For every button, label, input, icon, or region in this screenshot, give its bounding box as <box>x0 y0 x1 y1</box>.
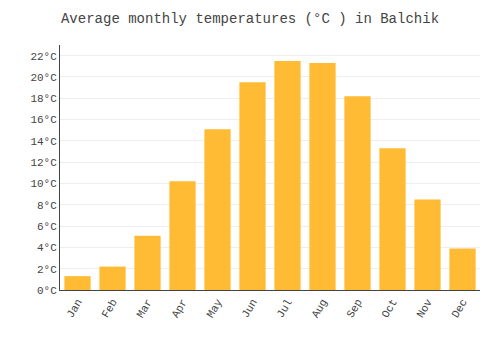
svg-text:Oct: Oct <box>380 297 400 320</box>
svg-text:Average monthly temperatures (: Average monthly temperatures (°C ) in Ba… <box>61 11 439 27</box>
svg-text:16°C: 16°C <box>30 114 57 126</box>
svg-text:14°C: 14°C <box>30 136 57 148</box>
svg-text:0°C: 0°C <box>37 285 57 297</box>
svg-text:Feb: Feb <box>100 297 120 320</box>
svg-text:20°C: 20°C <box>30 72 57 84</box>
svg-text:6°C: 6°C <box>37 221 57 233</box>
svg-text:Jun: Jun <box>240 297 260 320</box>
svg-text:Mar: Mar <box>135 297 155 320</box>
svg-text:Apr: Apr <box>170 297 190 320</box>
svg-text:Jan: Jan <box>65 297 85 320</box>
svg-text:May: May <box>205 297 225 320</box>
svg-text:4°C: 4°C <box>37 242 57 254</box>
svg-text:Jul: Jul <box>275 297 295 320</box>
svg-text:18°C: 18°C <box>30 93 57 105</box>
svg-text:Nov: Nov <box>415 297 435 320</box>
svg-text:10°C: 10°C <box>30 178 57 190</box>
svg-text:2°C: 2°C <box>37 264 57 276</box>
svg-text:8°C: 8°C <box>37 200 57 212</box>
svg-text:Sep: Sep <box>345 297 365 320</box>
svg-text:Dec: Dec <box>450 297 470 320</box>
svg-text:12°C: 12°C <box>30 157 57 169</box>
svg-text:22°C: 22°C <box>30 51 57 63</box>
svg-text:Aug: Aug <box>310 297 330 320</box>
